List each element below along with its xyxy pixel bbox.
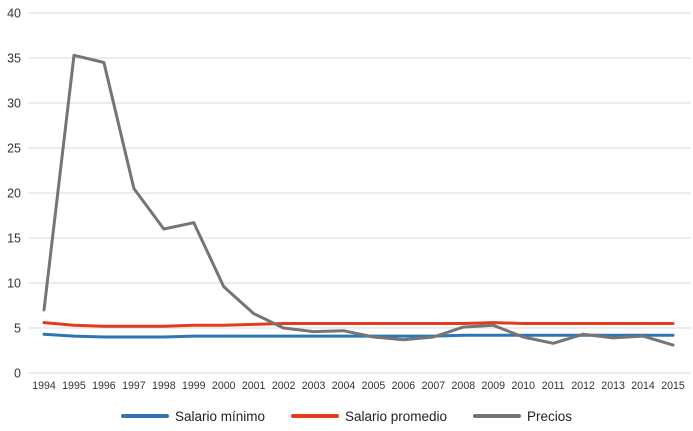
y-tick-label: 35 bbox=[7, 52, 21, 66]
legend-line-swatch bbox=[290, 414, 339, 418]
x-tick-label: 2007 bbox=[422, 380, 446, 392]
y-axis-labels: 0 5 10 15 20 25 30 35 40 bbox=[7, 7, 21, 381]
x-tick-label: 1994 bbox=[32, 380, 56, 392]
y-tick-label: 25 bbox=[7, 142, 21, 156]
y-tick-label: 20 bbox=[7, 187, 21, 201]
gridlines bbox=[28, 12, 691, 374]
x-tick-label: 2014 bbox=[631, 380, 655, 392]
legend-label: Precios bbox=[527, 408, 573, 424]
y-tick-label: 0 bbox=[14, 367, 21, 381]
y-tick-label: 15 bbox=[7, 232, 21, 246]
x-tick-label: 2012 bbox=[571, 380, 595, 392]
legend-line-swatch bbox=[120, 414, 169, 418]
series-line-salario-mínimo bbox=[42, 332, 675, 339]
x-tick-label: 2006 bbox=[392, 380, 416, 392]
x-tick-label: 1995 bbox=[62, 380, 86, 392]
legend-item-salario-promedio: Salario promedio bbox=[290, 408, 448, 424]
y-tick-label: 40 bbox=[7, 7, 21, 21]
x-axis-labels: 1994 1995 1996 1997 1998 1999 2000 2001 2002 2003… bbox=[32, 380, 685, 392]
y-tick-label: 10 bbox=[7, 277, 21, 291]
legend-label: Salario promedio bbox=[344, 408, 448, 424]
x-tick-label: 2008 bbox=[452, 380, 476, 392]
x-tick-label: 2009 bbox=[481, 380, 505, 392]
x-tick-label: 1999 bbox=[182, 380, 206, 392]
x-tick-label: 2002 bbox=[272, 380, 296, 392]
chart-legend: Salario mínimo Salario promedio Precios bbox=[0, 404, 693, 428]
legend-item-precios: Precios bbox=[473, 409, 572, 424]
legend-label: Salario mínimo bbox=[174, 408, 265, 424]
legend-line-swatch bbox=[473, 414, 522, 418]
legend-item-salario-mínimo: Salario mínimo bbox=[120, 408, 265, 424]
y-tick-label: 5 bbox=[14, 322, 21, 336]
x-tick-label: 2001 bbox=[242, 380, 266, 392]
series-line-precios bbox=[42, 53, 675, 347]
x-tick-label: 1998 bbox=[152, 380, 176, 392]
y-tick-label: 30 bbox=[7, 97, 21, 111]
chart-plot-area: 0 5 10 15 20 25 30 35 40 1994 1995 1996 1997 1998 1999… bbox=[7, 7, 691, 392]
x-tick-label: 1996 bbox=[92, 380, 116, 392]
x-tick-label: 2000 bbox=[212, 380, 236, 392]
x-tick-label: 2013 bbox=[601, 380, 625, 392]
x-tick-label: 2010 bbox=[511, 380, 535, 392]
x-tick-label: 2003 bbox=[302, 380, 326, 392]
x-tick-label: 1997 bbox=[122, 380, 146, 392]
x-tick-label: 2015 bbox=[661, 380, 685, 392]
x-tick-label: 2004 bbox=[332, 380, 356, 392]
x-tick-label: 2005 bbox=[362, 380, 386, 392]
x-tick-label: 2011 bbox=[542, 380, 565, 392]
series-line-salario-promedio bbox=[42, 321, 675, 328]
